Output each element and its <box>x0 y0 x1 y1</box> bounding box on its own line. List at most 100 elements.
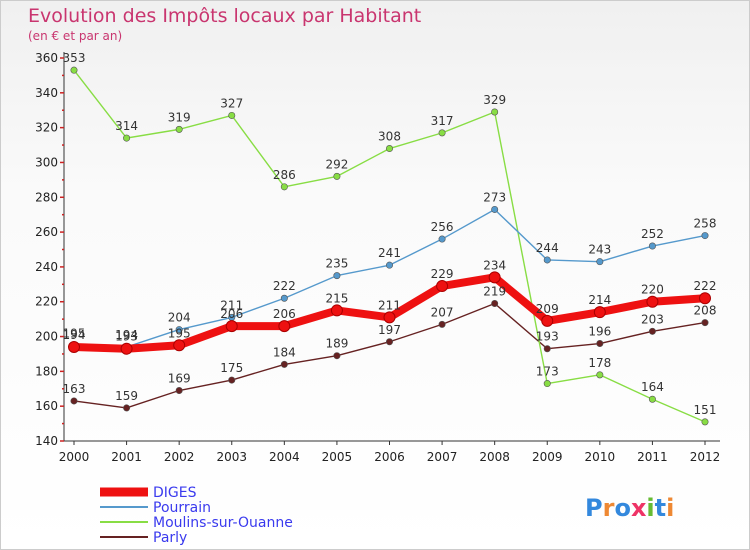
proxiti-logo: Proxiti <box>585 494 674 522</box>
axes: 140 160 180 200 220 240 260 280 300 320 340 360 2000… <box>35 51 720 464</box>
data-label: 211 <box>220 298 243 312</box>
y-tick-label: 300 <box>35 155 58 169</box>
data-label: 244 <box>536 241 559 255</box>
data-point <box>543 345 551 353</box>
y-tick-label: 320 <box>35 121 58 135</box>
x-tick-label: 2006 <box>374 450 405 464</box>
y-tick-label: 160 <box>35 399 58 413</box>
data-label: 252 <box>641 227 664 241</box>
legend-label-Pourrain: Pourrain <box>153 500 211 516</box>
data-point <box>646 295 659 308</box>
data-label: 220 <box>641 283 664 297</box>
data-point <box>596 340 604 348</box>
logo-letter: x <box>631 494 647 522</box>
data-labels: 163 159 169 175 184 189 197 207 219 193 196 203 208 3… <box>63 51 717 417</box>
data-label: 353 <box>63 51 86 65</box>
data-label: 194 <box>115 328 138 342</box>
x-tick-label: 2005 <box>322 450 353 464</box>
data-label: 194 <box>63 328 86 342</box>
data-point <box>543 380 551 388</box>
data-label: 184 <box>273 345 296 359</box>
data-point <box>593 306 606 319</box>
logo-letter: t <box>655 494 666 522</box>
data-label: 159 <box>115 389 138 403</box>
data-label: 206 <box>273 307 296 321</box>
data-point <box>438 320 446 328</box>
data-point <box>333 352 341 360</box>
data-label: 234 <box>483 258 506 272</box>
data-label: 164 <box>641 380 664 394</box>
data-label: 178 <box>588 356 611 370</box>
data-point <box>68 340 80 353</box>
data-label: 222 <box>694 279 717 293</box>
data-point <box>491 108 499 116</box>
data-point <box>385 145 393 153</box>
data-label: 292 <box>325 157 348 171</box>
logo-letter: i <box>666 494 674 522</box>
y-tick-label: 220 <box>35 295 58 309</box>
data-label: 195 <box>63 326 86 340</box>
x-tick-label: 2001 <box>111 450 142 464</box>
data-label: 208 <box>694 304 717 318</box>
x-tick-label: 2003 <box>216 450 247 464</box>
x-tick-label: 2011 <box>637 450 668 464</box>
legend-label-DIGES: DIGES <box>153 485 197 501</box>
data-point <box>70 66 78 74</box>
logo-letter: o <box>614 494 631 522</box>
data-point <box>385 261 393 269</box>
chart-title: Evolution des Impôts locaux par Habitant <box>28 5 422 27</box>
data-point <box>383 311 396 324</box>
data-label: 273 <box>483 190 506 204</box>
data-point <box>175 125 183 133</box>
data-point <box>438 235 446 243</box>
y-tick-label: 200 <box>35 330 58 344</box>
data-label: 219 <box>483 284 506 298</box>
data-point <box>333 272 341 280</box>
x-tick-label: 2010 <box>585 450 616 464</box>
data-label: 243 <box>588 243 611 257</box>
data-point <box>436 280 449 293</box>
data-point <box>543 256 551 264</box>
logo-letter: r <box>603 494 615 522</box>
data-point <box>175 326 183 334</box>
logo-letter: i <box>646 494 654 522</box>
data-point <box>491 205 499 213</box>
data-label: 215 <box>325 291 348 305</box>
data-label: 229 <box>431 267 454 281</box>
data-label: 214 <box>588 293 611 307</box>
x-tick-label: 2008 <box>479 450 510 464</box>
legend-label-Parly: Parly <box>153 530 187 546</box>
data-label: 207 <box>431 305 454 319</box>
data-label: 175 <box>220 361 243 375</box>
data-point <box>701 232 709 240</box>
y-tick-label: 240 <box>35 260 58 274</box>
data-label: 163 <box>63 382 86 396</box>
y-tick-label: 280 <box>35 190 58 204</box>
data-point <box>491 299 499 307</box>
data-point <box>123 134 131 142</box>
x-tick-label: 2012 <box>690 450 721 464</box>
data-point <box>333 172 341 180</box>
data-point <box>701 418 709 426</box>
x-tick-label: 2007 <box>427 450 458 464</box>
data-point <box>596 371 604 379</box>
data-label: 329 <box>483 93 506 107</box>
data-label: 193 <box>536 330 559 344</box>
y-tick-label: 360 <box>35 51 58 65</box>
data-label: 319 <box>168 110 191 124</box>
y-tick-label: 260 <box>35 225 58 239</box>
data-label: 204 <box>168 311 191 325</box>
data-label: 241 <box>378 246 401 260</box>
data-label: 308 <box>378 130 401 144</box>
data-point <box>701 319 709 327</box>
series-lines <box>68 66 711 426</box>
data-point <box>280 360 288 368</box>
data-label: 193 <box>115 330 138 344</box>
x-tick-label: 2002 <box>164 450 195 464</box>
data-label: 197 <box>378 323 401 337</box>
data-point <box>648 242 656 250</box>
data-label: 211 <box>378 298 401 312</box>
data-point <box>330 304 343 317</box>
